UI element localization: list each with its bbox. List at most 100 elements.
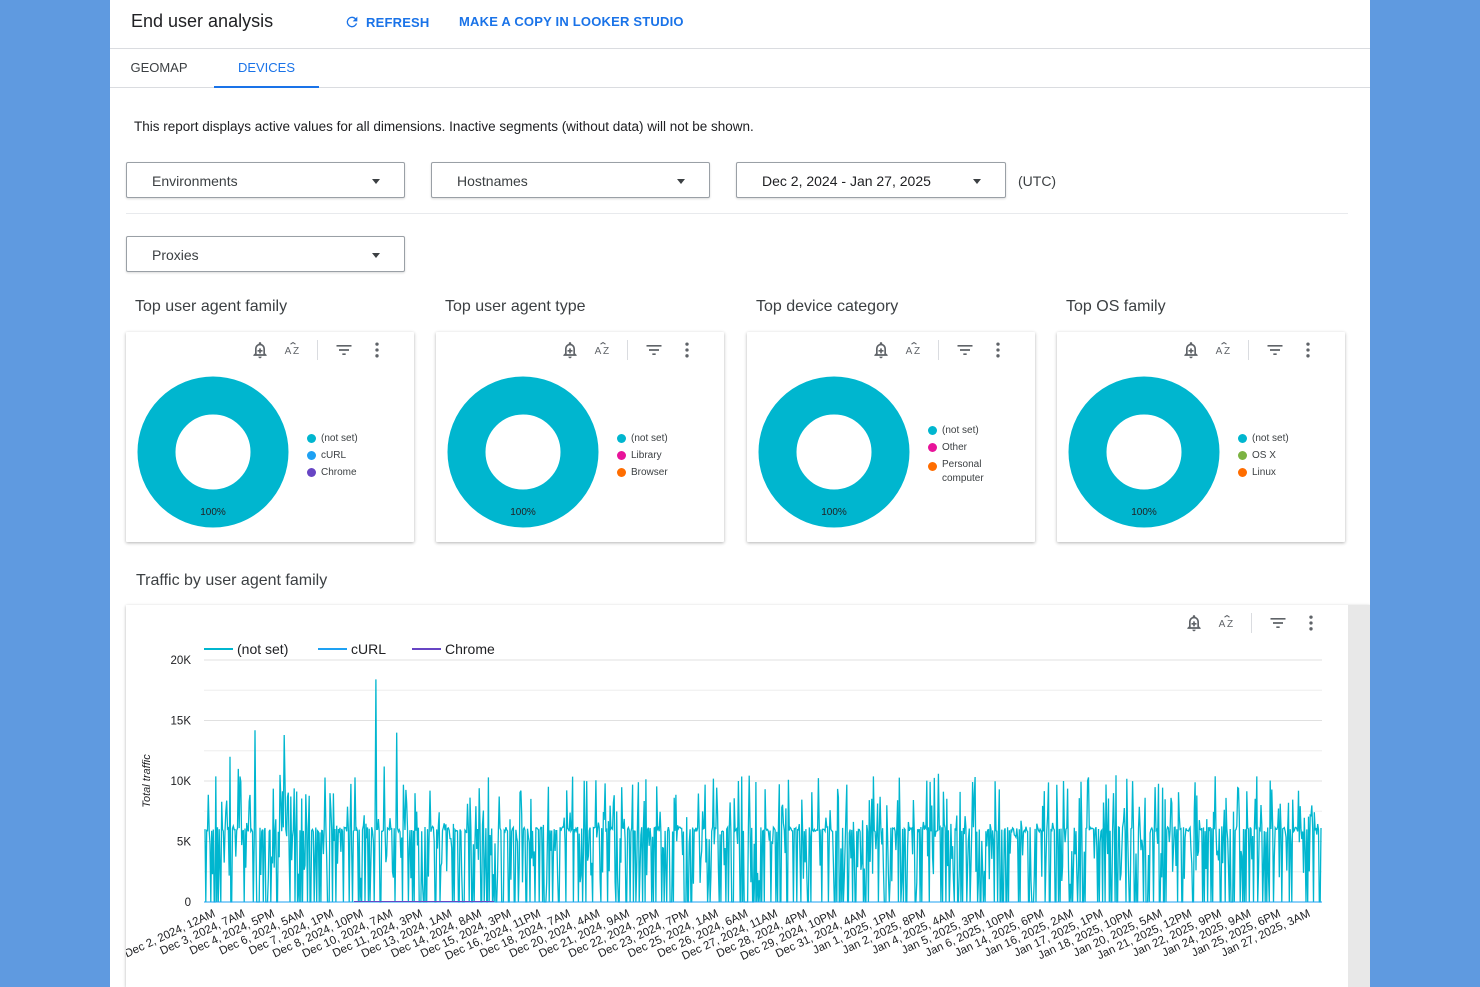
card-title: Top OS family bbox=[1066, 298, 1166, 315]
report-notice: This report displays active values for a… bbox=[134, 119, 754, 134]
hostnames-label: Hostnames bbox=[457, 173, 528, 189]
tab-geomap[interactable]: GEOMAP bbox=[130, 60, 188, 75]
slice-percent-label: 100% bbox=[1131, 507, 1157, 518]
legend-item[interactable]: Chrome bbox=[307, 464, 358, 481]
slice-percent-label: 100% bbox=[510, 507, 536, 518]
donut-slice[interactable] bbox=[758, 376, 910, 528]
legend-item[interactable]: Other bbox=[928, 439, 1002, 456]
refresh-icon bbox=[346, 16, 358, 28]
legend-swatch bbox=[617, 434, 626, 443]
alert-bell-icon[interactable] bbox=[250, 340, 270, 360]
more-vert-icon[interactable] bbox=[1298, 340, 1318, 360]
chart-legend: (not set) cURL Chrome bbox=[307, 430, 358, 481]
filter-icon[interactable] bbox=[955, 340, 975, 360]
legend-series-label[interactable]: (not set) bbox=[237, 641, 288, 657]
donut-slice[interactable] bbox=[137, 376, 289, 528]
alert-bell-icon[interactable] bbox=[871, 340, 891, 360]
legend-swatch bbox=[1238, 434, 1247, 443]
tab-devices[interactable]: DEVICES bbox=[214, 49, 319, 88]
proxies-dropdown[interactable]: Proxies bbox=[126, 236, 405, 272]
donut-chart: 100% bbox=[447, 376, 599, 528]
more-vert-icon[interactable] bbox=[988, 340, 1008, 360]
slice-percent-label: 100% bbox=[200, 507, 226, 518]
svg-text:A: A bbox=[1216, 346, 1223, 357]
legend-item[interactable]: Personal computer bbox=[928, 458, 1002, 486]
environments-dropdown[interactable]: Environments bbox=[126, 162, 405, 198]
legend-swatch bbox=[928, 443, 937, 452]
filter-icon[interactable] bbox=[644, 340, 664, 360]
svg-text:Z: Z bbox=[1227, 619, 1233, 630]
legend-item[interactable]: (not set) bbox=[307, 430, 358, 447]
svg-text:A: A bbox=[595, 346, 602, 357]
report-page: End user analysis REFRESH MAKE A COPY IN… bbox=[110, 0, 1370, 987]
refresh-button[interactable]: REFRESH bbox=[344, 14, 430, 30]
legend-label: Personal computer bbox=[942, 459, 984, 484]
chart-legend: (not set) OS X Linux bbox=[1238, 430, 1289, 481]
legend-swatch bbox=[307, 468, 316, 477]
legend-series-label[interactable]: cURL bbox=[351, 641, 386, 657]
legend-series-label[interactable]: Chrome bbox=[445, 641, 495, 657]
caret-down-icon bbox=[372, 179, 380, 184]
more-vert-icon[interactable] bbox=[677, 340, 697, 360]
card-title: Top device category bbox=[756, 298, 899, 315]
donut-chart: 100% bbox=[1068, 376, 1220, 528]
legend-label: (not set) bbox=[631, 433, 668, 444]
environments-label: Environments bbox=[152, 173, 238, 189]
alert-bell-icon[interactable] bbox=[1181, 340, 1201, 360]
legend-label: Library bbox=[631, 450, 662, 461]
legend-item[interactable]: cURL bbox=[307, 447, 358, 464]
legend-item[interactable]: Browser bbox=[617, 464, 668, 481]
donut-chart: 100% bbox=[758, 376, 910, 528]
legend-label: Chrome bbox=[321, 467, 357, 478]
alert-bell-icon[interactable] bbox=[1184, 613, 1204, 633]
more-vert-icon[interactable] bbox=[1301, 613, 1321, 633]
caret-down-icon bbox=[372, 253, 380, 258]
alert-bell-icon[interactable] bbox=[560, 340, 580, 360]
donut-slice[interactable] bbox=[1068, 376, 1220, 528]
legend-label: cURL bbox=[321, 450, 347, 461]
chart-scrollbar[interactable] bbox=[1348, 605, 1370, 987]
date-range-label: Dec 2, 2024 - Jan 27, 2025 bbox=[762, 173, 931, 189]
report-header: End user analysis REFRESH MAKE A COPY IN… bbox=[110, 0, 1370, 49]
filter-icon[interactable] bbox=[334, 340, 354, 360]
more-vert-icon[interactable] bbox=[367, 340, 387, 360]
hostnames-dropdown[interactable]: Hostnames bbox=[431, 162, 710, 198]
series-line-not-set[interactable] bbox=[204, 679, 1322, 903]
card-title: Top user agent family bbox=[135, 298, 288, 315]
proxies-label: Proxies bbox=[152, 247, 199, 263]
y-tick-label: 20K bbox=[171, 655, 192, 667]
legend-item[interactable]: (not set) bbox=[928, 422, 1002, 439]
legend-item[interactable]: OS X bbox=[1238, 447, 1289, 464]
donut-chart-card: A Z 100% (not set) Library Browser bbox=[436, 332, 724, 542]
legend-swatch bbox=[617, 451, 626, 460]
legend-item[interactable]: Linux bbox=[1238, 464, 1289, 481]
toolbar-separator bbox=[1248, 340, 1249, 360]
page-title: End user analysis bbox=[131, 11, 274, 31]
legend-item[interactable]: Library bbox=[617, 447, 668, 464]
legend-item[interactable]: (not set) bbox=[1238, 430, 1289, 447]
tab-bar: GEOMAP DEVICES bbox=[110, 49, 1370, 88]
svg-text:A: A bbox=[906, 346, 913, 357]
donut-slice[interactable] bbox=[447, 376, 599, 528]
filter-icon[interactable] bbox=[1268, 613, 1288, 633]
y-tick-label: 15K bbox=[171, 716, 192, 728]
filter-icon[interactable] bbox=[1265, 340, 1285, 360]
legend-swatch bbox=[307, 434, 316, 443]
caret-down-icon bbox=[973, 179, 981, 184]
legend-label: (not set) bbox=[942, 425, 979, 436]
donut-chart: 100% bbox=[137, 376, 289, 528]
legend-item[interactable]: (not set) bbox=[617, 430, 668, 447]
legend-label: Browser bbox=[631, 467, 668, 478]
make-copy-button[interactable]: MAKE A COPY IN LOOKER STUDIO bbox=[459, 14, 684, 29]
date-range-dropdown[interactable]: Dec 2, 2024 - Jan 27, 2025 bbox=[736, 162, 1006, 198]
svg-text:Z: Z bbox=[293, 346, 299, 357]
